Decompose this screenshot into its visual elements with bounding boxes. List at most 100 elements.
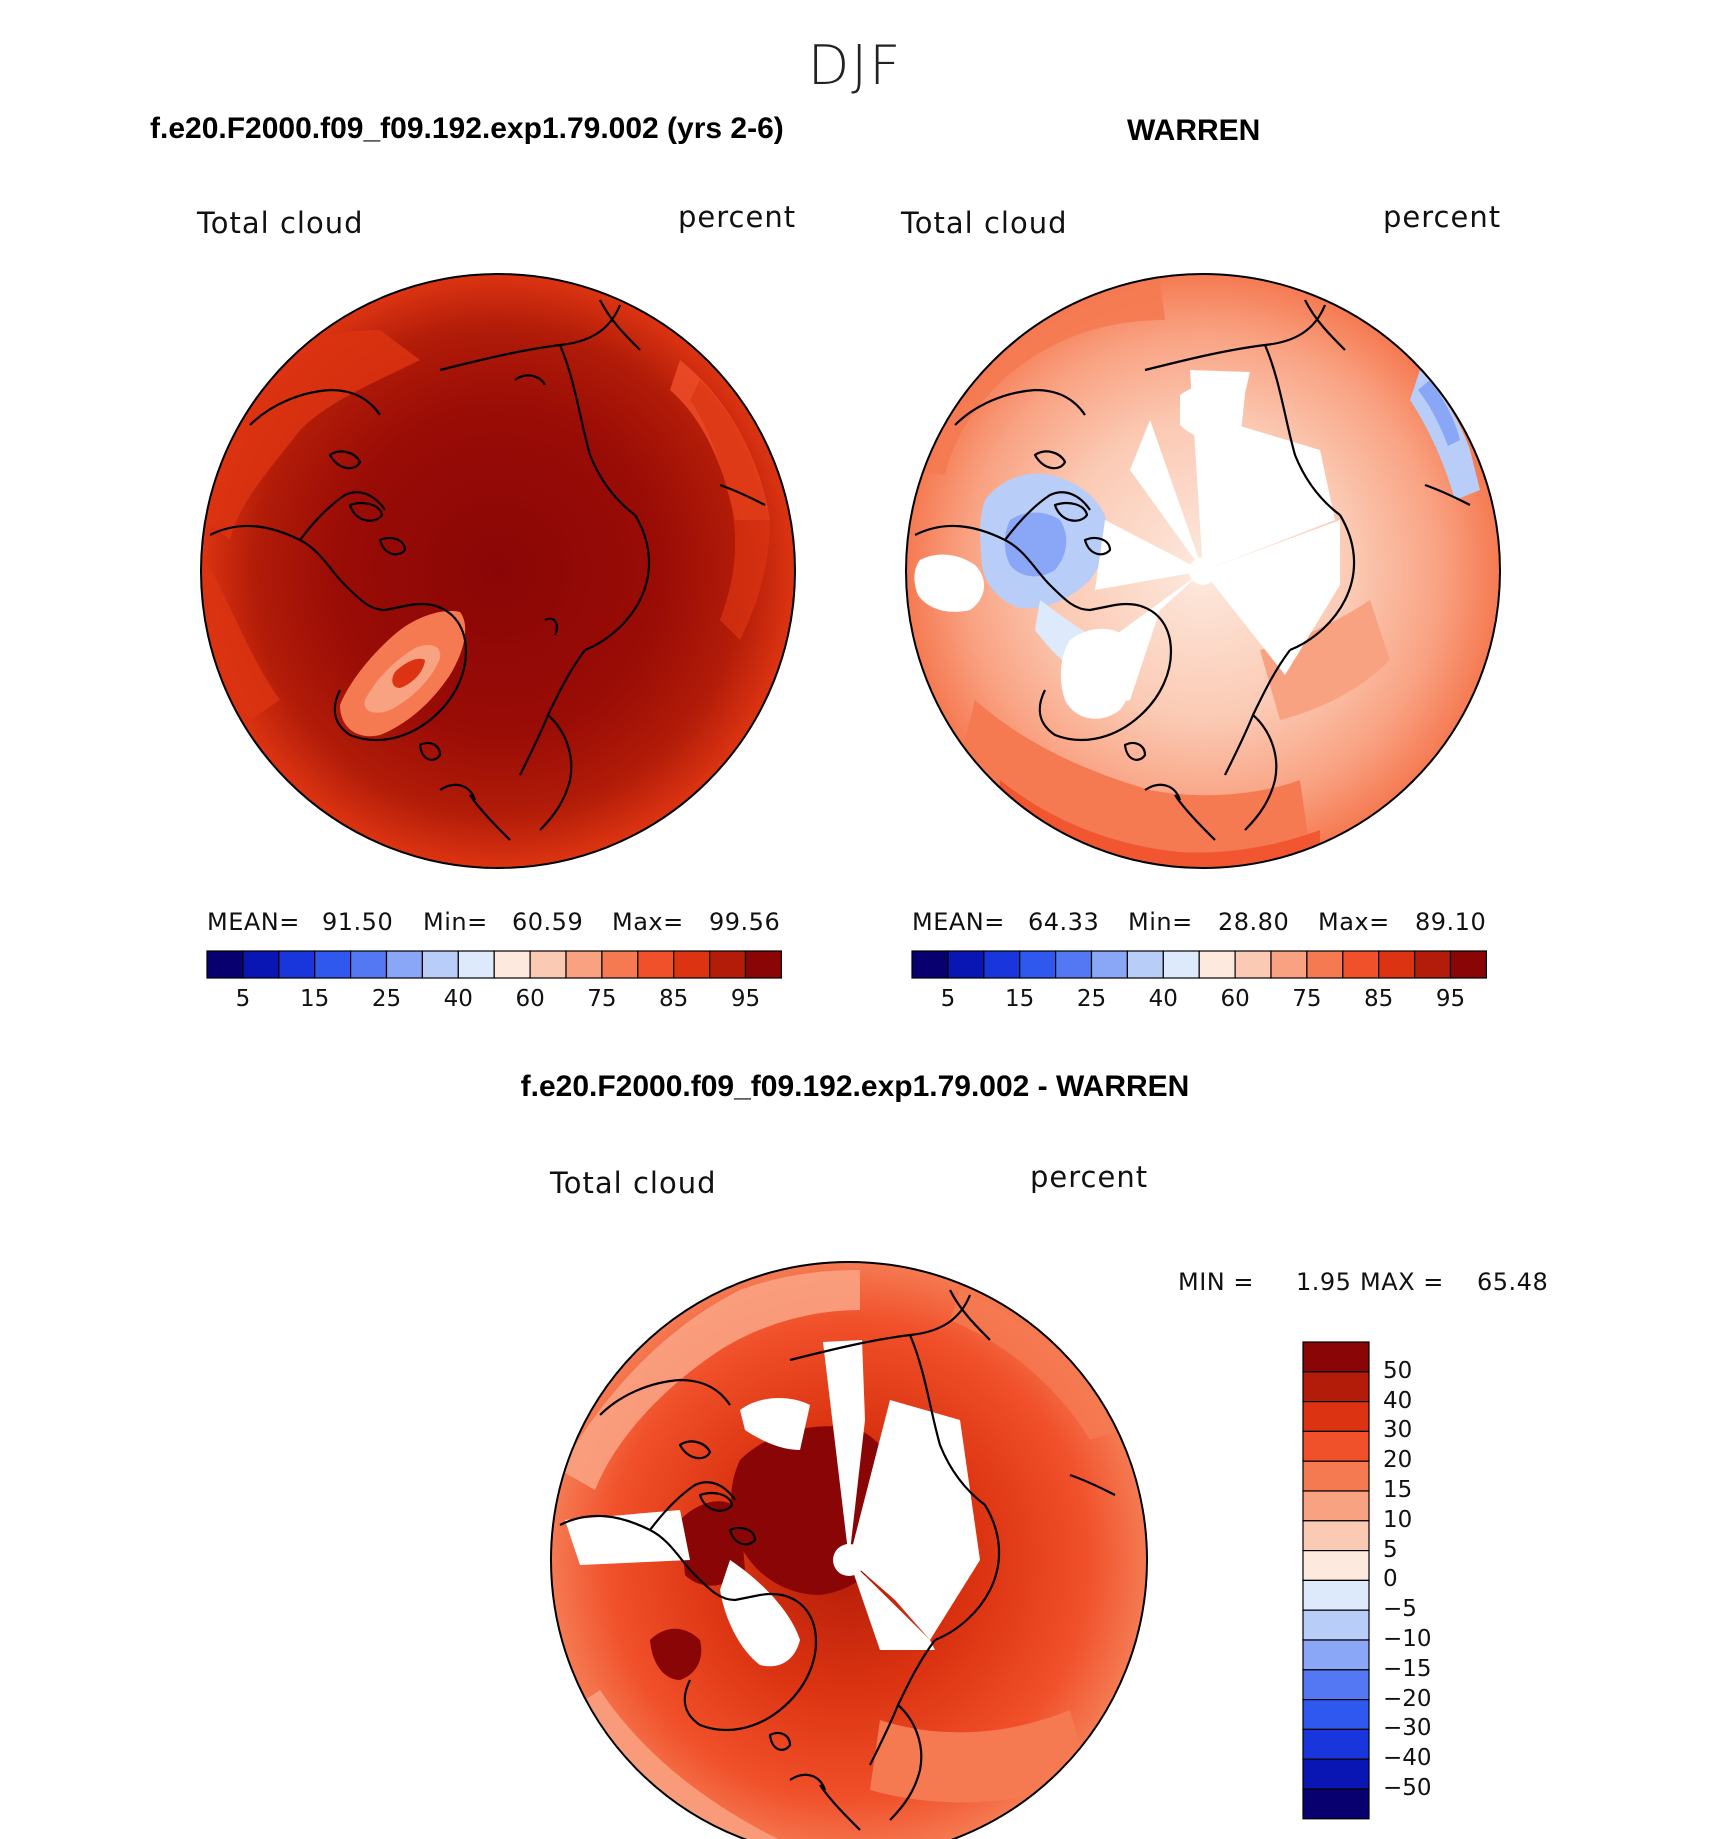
colorbar-cell bbox=[673, 950, 711, 979]
colorbar-tick-label: 85 bbox=[659, 986, 689, 1012]
colorbar-cell bbox=[1302, 1639, 1370, 1671]
panel-1-mean-value: 91.50 bbox=[322, 908, 394, 936]
panel-2-mean-label: MEAN= bbox=[912, 908, 1005, 936]
panel-2-variable-label: Total cloud bbox=[901, 206, 1068, 240]
colorbar-tick-label: 60 bbox=[515, 986, 545, 1012]
diff-max-label: MAX = bbox=[1360, 1268, 1444, 1296]
colorbar-tick-label: −10 bbox=[1383, 1626, 1432, 1652]
colorbar-cell bbox=[601, 950, 639, 979]
colorbar-cell bbox=[1302, 1549, 1370, 1581]
colorbar-cell bbox=[1413, 950, 1452, 979]
colorbar-tick-label: 75 bbox=[1292, 986, 1322, 1012]
colorbar-cell bbox=[1302, 1669, 1370, 1701]
colorbar-cell bbox=[1302, 1698, 1370, 1730]
colorbar-tick-label: 60 bbox=[1220, 986, 1250, 1012]
panel-1-min-value: 60.59 bbox=[512, 908, 584, 936]
colorbar-cell bbox=[1449, 950, 1488, 979]
colorbar-tick-label: 15 bbox=[300, 986, 330, 1012]
colorbar-cell bbox=[1302, 1460, 1370, 1492]
colorbar-cell bbox=[242, 950, 280, 979]
colorbar-cell bbox=[1302, 1579, 1370, 1611]
diff-min-label: MIN = bbox=[1178, 1268, 1254, 1296]
colorbar-cell bbox=[1019, 950, 1057, 979]
colorbar-cell bbox=[1378, 950, 1416, 979]
season-title: DJF bbox=[807, 34, 903, 97]
panel-1-max-label: Max= bbox=[612, 908, 684, 936]
colorbar-tick-label: 20 bbox=[1383, 1447, 1413, 1474]
panel-1-map bbox=[201, 274, 795, 868]
colorbar-cell bbox=[1302, 1728, 1370, 1760]
diff-min-value: 1.95 bbox=[1296, 1268, 1352, 1296]
colorbar-cell bbox=[1198, 950, 1236, 979]
colorbar-tick-label: 0 bbox=[1383, 1566, 1398, 1593]
colorbar-cell bbox=[1306, 950, 1344, 979]
colorbar-tick-label: −20 bbox=[1383, 1685, 1432, 1712]
panel-1-variable-label: Total cloud bbox=[197, 206, 364, 240]
diff-max-value: 65.48 bbox=[1477, 1268, 1549, 1296]
panel-2-map bbox=[906, 274, 1500, 868]
colorbar-cell bbox=[983, 950, 1021, 979]
panel-2-mean-value: 64.33 bbox=[1028, 908, 1100, 936]
colorbar-tick-label: 40 bbox=[1383, 1387, 1413, 1414]
colorbar-cell bbox=[421, 950, 459, 979]
colorbar-tick-label: 40 bbox=[1148, 986, 1178, 1012]
colorbar-tick-label: 25 bbox=[1076, 986, 1107, 1012]
colorbar-cell bbox=[565, 950, 603, 979]
diff-map-border bbox=[550, 1261, 1148, 1839]
colorbar-cell bbox=[1302, 1371, 1370, 1403]
colorbar-cell bbox=[385, 950, 424, 979]
colorbar-tick-label: −5 bbox=[1383, 1596, 1417, 1623]
colorbar-tick-label: 25 bbox=[371, 986, 402, 1012]
colorbar-tick-label: 95 bbox=[1435, 986, 1466, 1012]
panel-2-title: WARREN bbox=[1127, 114, 1261, 147]
colorbar-cell bbox=[206, 950, 244, 979]
diff-colorbar bbox=[1302, 1341, 1370, 1820]
panel-1-min-label: Min= bbox=[423, 908, 488, 936]
colorbar-cell bbox=[1302, 1341, 1370, 1373]
colorbar-cell bbox=[1054, 950, 1093, 979]
colorbar-cell bbox=[744, 950, 783, 979]
colorbar-tick-label: 5 bbox=[235, 986, 251, 1012]
panel-2-colorbar bbox=[911, 950, 1488, 979]
diff-units-label: percent bbox=[1030, 1160, 1149, 1194]
colorbar-cell bbox=[911, 950, 949, 979]
colorbar-cell bbox=[1302, 1400, 1370, 1432]
panel-1-units-label: percent bbox=[678, 200, 797, 234]
colorbar-cell bbox=[350, 950, 388, 979]
colorbar-cell bbox=[493, 950, 531, 979]
colorbar-cell bbox=[1342, 950, 1380, 979]
colorbar-cell bbox=[1162, 950, 1200, 979]
panel-1-title: f.e20.F2000.f09_f09.192.exp1.79.002 (yrs… bbox=[150, 112, 784, 145]
panel-2-min-value: 28.80 bbox=[1218, 908, 1290, 936]
colorbar-tick-label: −30 bbox=[1383, 1715, 1432, 1742]
colorbar-tick-label: 5 bbox=[1383, 1536, 1398, 1563]
panel-1-mean-label: MEAN= bbox=[207, 908, 300, 936]
colorbar-tick-label: 10 bbox=[1383, 1506, 1413, 1533]
colorbar-cell bbox=[947, 950, 985, 979]
panel-2-map-border bbox=[905, 273, 1501, 869]
colorbar-cell bbox=[1302, 1758, 1370, 1790]
colorbar-cell bbox=[1302, 1490, 1370, 1522]
colorbar-cell bbox=[1090, 950, 1129, 979]
colorbar-tick-label: 15 bbox=[1005, 986, 1035, 1012]
panel-2-units-label: percent bbox=[1383, 200, 1502, 234]
colorbar-cell bbox=[1302, 1430, 1370, 1462]
colorbar-tick-label: 30 bbox=[1383, 1417, 1413, 1444]
colorbar-cell bbox=[314, 950, 352, 979]
colorbar-cell bbox=[1302, 1788, 1370, 1820]
colorbar-cell bbox=[529, 950, 567, 979]
panel-1-colorbar bbox=[206, 950, 783, 979]
colorbar-tick-label: 95 bbox=[730, 986, 761, 1012]
colorbar-cell bbox=[1126, 950, 1164, 979]
colorbar-cell bbox=[708, 950, 747, 979]
colorbar-cell bbox=[1302, 1609, 1370, 1641]
panel-2-max-label: Max= bbox=[1318, 908, 1390, 936]
diff-variable-label: Total cloud bbox=[550, 1166, 717, 1200]
colorbar-tick-label: 85 bbox=[1364, 986, 1394, 1012]
colorbar-cell bbox=[278, 950, 316, 979]
colorbar-tick-label: 75 bbox=[587, 986, 617, 1012]
colorbar-cell bbox=[1302, 1520, 1370, 1552]
colorbar-tick-label: 5 bbox=[940, 986, 956, 1012]
colorbar-tick-label: 40 bbox=[443, 986, 473, 1012]
